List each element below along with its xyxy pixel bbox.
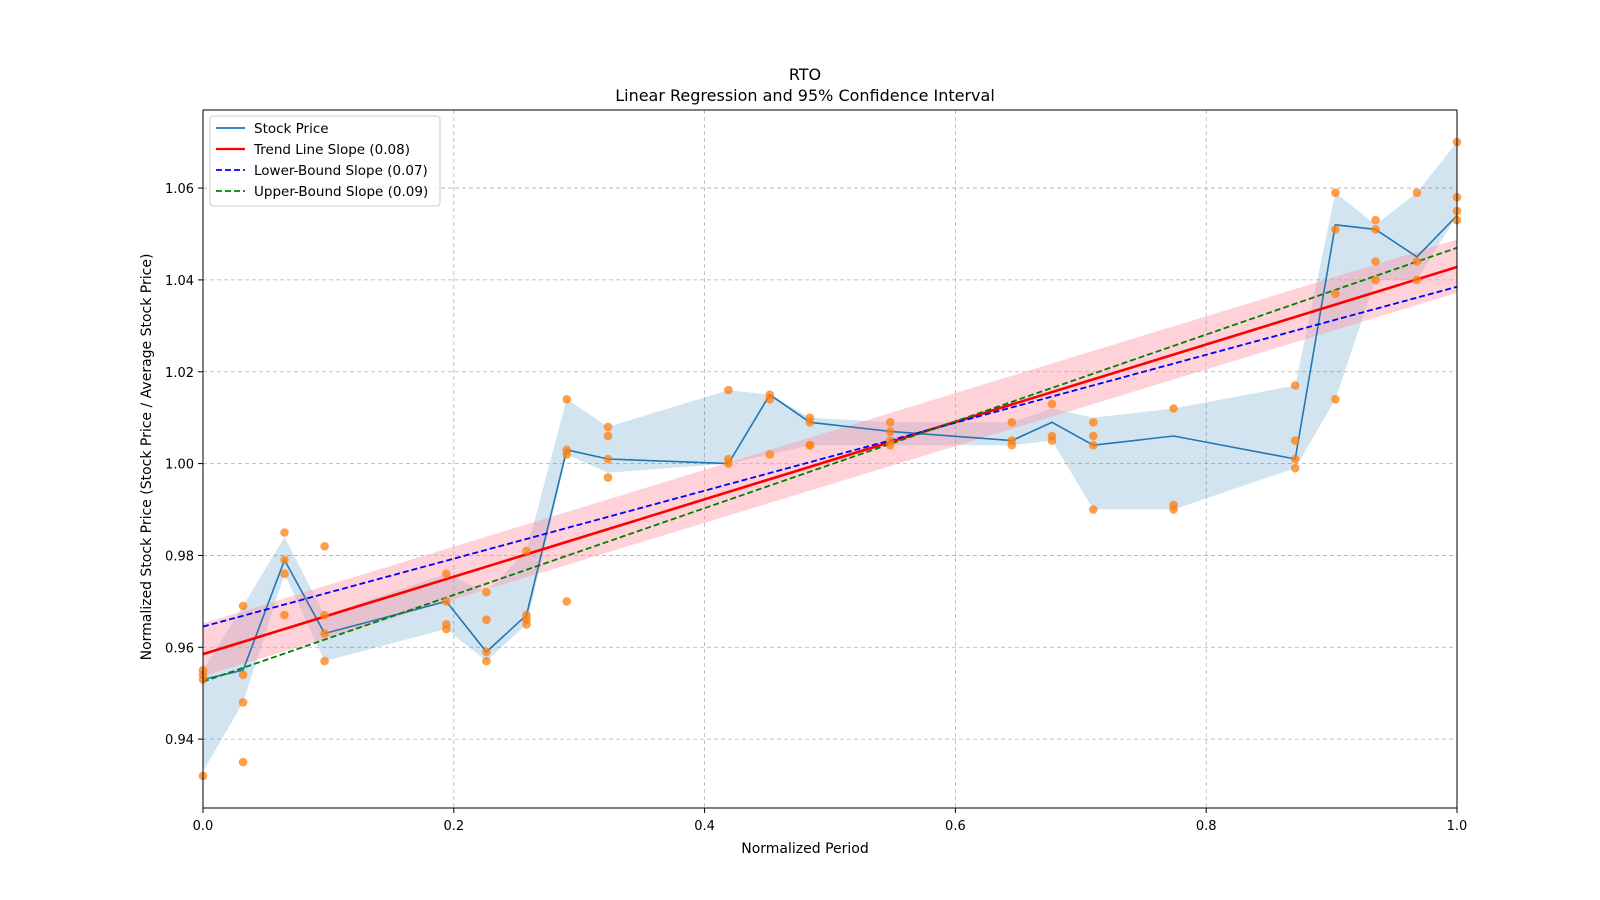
x-tick-label: 0.0: [193, 819, 214, 834]
legend-label-trend-line: Trend Line Slope (0.08): [253, 142, 410, 158]
scatter-point: [765, 450, 775, 459]
scatter-point: [238, 757, 248, 767]
chart-subtitle: Linear Regression and 95% Confidence Int…: [615, 86, 995, 105]
scatter-point: [1331, 289, 1340, 299]
plot-frame: [202, 109, 1458, 809]
scatter-point: [1371, 257, 1380, 266]
scatter-point: [320, 542, 329, 551]
scatter-point: [562, 395, 571, 404]
scatter-point: [1331, 188, 1340, 197]
scatter-point: [765, 395, 775, 404]
scatter-point: [1371, 275, 1380, 285]
y-tick-label: 0.94: [165, 733, 194, 748]
scatter-point: [1169, 505, 1178, 514]
tick-layer: 0.0 0.2 0.4 0.6 0.8 1.0 0.94 0.96 0.98 1.00 1.02 1.…: [165, 182, 1467, 834]
scatter-point: [1290, 436, 1300, 445]
scatter-point: [1412, 275, 1422, 285]
scatter-point: [724, 459, 733, 468]
scatter-point: [238, 670, 248, 680]
scatter-point: [522, 546, 531, 556]
lower-bound-line: [202, 285, 1458, 628]
x-tick-label: 0.4: [694, 819, 715, 834]
scatter-point: [1007, 418, 1017, 427]
scatter-point: [1331, 395, 1340, 404]
scatter-point: [1412, 188, 1422, 197]
scatter-point: [280, 610, 289, 620]
x-axis-label: Normalized Period: [741, 841, 869, 857]
scatter-point: [805, 418, 815, 427]
x-tick-label: 0.8: [1196, 819, 1217, 834]
scatter-point: [1169, 404, 1178, 413]
y-tick-label: 0.96: [165, 641, 194, 656]
scatter-point: [280, 528, 289, 537]
scatter-point: [442, 597, 451, 606]
scatter-point: [482, 615, 491, 624]
scatter-point: [1290, 454, 1300, 464]
scatter-point: [603, 422, 613, 432]
legend-label-lower-bound: Lower-Bound Slope (0.07): [254, 163, 428, 179]
scatter-point: [1089, 418, 1098, 427]
scatter-point: [603, 431, 613, 441]
legend-label-stock-price: Stock Price: [254, 121, 329, 137]
scatter-point: [603, 473, 613, 482]
y-axis-label: Normalized Stock Price (Stock Price / Av…: [139, 254, 155, 661]
scatter-point: [442, 624, 451, 634]
scatter-point: [1331, 225, 1340, 234]
scatter-point: [724, 385, 733, 395]
point-layer: [198, 137, 1462, 781]
legend: Stock Price Trend Line Slope (0.08) Lowe…: [209, 115, 441, 207]
scatter-point: [238, 698, 248, 707]
scatter-point: [238, 601, 248, 611]
trend-line-confidence-band: [203, 239, 1457, 677]
scatter-point: [1047, 399, 1057, 409]
y-tick-label: 1.02: [165, 366, 194, 381]
trend-line: [202, 265, 1458, 656]
scatter-point: [1371, 225, 1380, 234]
stock-price-line: [202, 215, 1458, 681]
y-tick-label: 1.04: [165, 274, 194, 289]
y-tick-label: 0.98: [165, 549, 194, 564]
scatter-point: [320, 656, 329, 666]
y-tick-label: 1.00: [165, 458, 194, 473]
upper-bound-line: [202, 246, 1458, 683]
scatter-point: [1047, 436, 1057, 445]
scatter-point: [482, 647, 491, 657]
x-tick-label: 0.6: [945, 819, 966, 834]
scatter-point: [1371, 215, 1380, 225]
scatter-point: [482, 656, 491, 666]
scatter-point: [1089, 440, 1098, 450]
scatter-point: [885, 427, 895, 436]
scatter-point: [1290, 463, 1300, 473]
scatter-point: [1089, 505, 1098, 514]
scatter-point: [442, 569, 451, 579]
scatter-point: [522, 620, 531, 629]
legend-label-upper-bound: Upper-Bound Slope (0.09): [254, 184, 428, 200]
scatter-point: [562, 450, 571, 459]
x-tick-label: 1.0: [1447, 819, 1468, 834]
scatter-point: [805, 440, 815, 450]
scatter-point: [482, 587, 491, 597]
scatter-point: [603, 454, 613, 464]
grid-layer: [202, 110, 1458, 808]
scatter-point: [320, 610, 329, 620]
x-tick-label: 0.2: [443, 819, 464, 834]
scatter-point: [320, 629, 329, 638]
legend-box: [209, 115, 441, 207]
scatter-point: [1290, 381, 1300, 390]
y-tick-label: 1.06: [165, 182, 194, 197]
stock-price-confidence-band: [203, 142, 1457, 772]
scatter-point: [885, 418, 895, 427]
scatter-point: [1089, 431, 1098, 441]
band-layer: [203, 142, 1457, 772]
scatter-point: [885, 440, 895, 450]
scatter-point: [1007, 440, 1017, 450]
line-layer: [202, 215, 1458, 683]
scatter-point: [280, 555, 289, 565]
scatter-point: [562, 597, 571, 606]
scatter-point: [280, 569, 289, 579]
scatter-point: [1412, 257, 1422, 266]
chart-title: RTO: [789, 65, 821, 84]
